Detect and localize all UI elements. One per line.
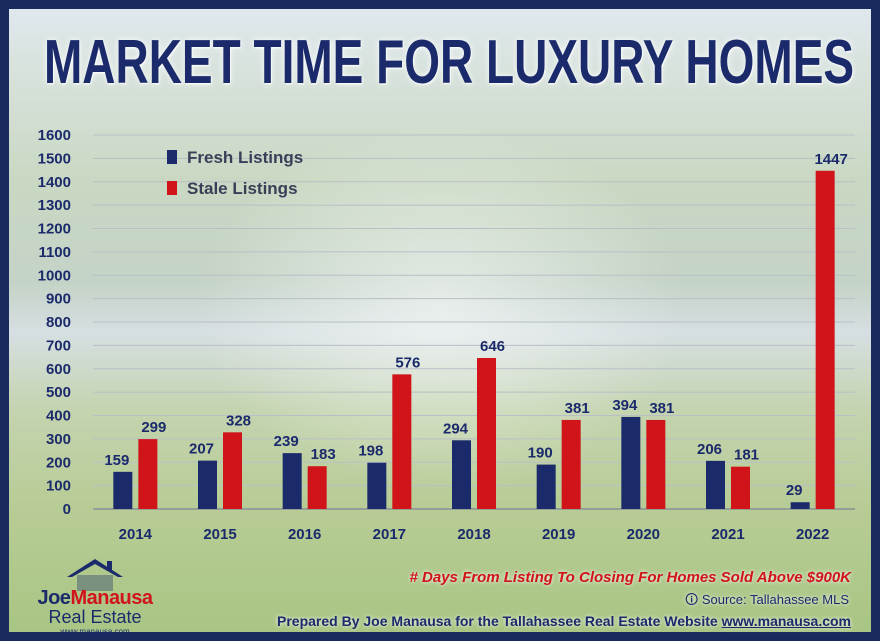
data-label: 381 <box>565 400 590 417</box>
x-tick-label: 2014 <box>119 526 153 543</box>
fresh-bar <box>452 440 471 509</box>
fresh-bar <box>367 462 387 509</box>
y-tick-label: 1300 <box>38 197 71 214</box>
x-tick-label: 2020 <box>627 526 660 543</box>
stale-bar <box>561 419 581 509</box>
x-tick-label: 2016 <box>288 526 321 543</box>
data-label: 294 <box>443 420 469 437</box>
data-label: 394 <box>612 397 638 414</box>
data-label: 190 <box>528 445 553 462</box>
fresh-bar <box>790 502 810 509</box>
company-logo: JoeManausa Real Estate www.manausa.com <box>25 557 165 636</box>
x-tick-label: 2017 <box>373 526 406 543</box>
y-tick-label: 600 <box>46 361 71 378</box>
data-label: 646 <box>480 338 505 355</box>
logo-name: JoeManausa <box>25 587 165 610</box>
legend-label: Stale Listings <box>187 179 298 198</box>
chart-caption: # Days From Listing To Closing For Homes… <box>409 569 851 586</box>
source-text: Source: Tallahassee MLS <box>701 592 849 607</box>
y-tick-label: 100 <box>46 478 71 495</box>
stale-bar <box>307 466 327 509</box>
data-label: 576 <box>395 354 420 371</box>
x-tick-label: 2018 <box>457 526 490 543</box>
data-label: 299 <box>141 419 166 436</box>
website-link[interactable]: www.manausa.com <box>721 613 851 629</box>
logo-subtitle: Real Estate <box>48 607 142 627</box>
y-tick-label: 900 <box>46 291 71 308</box>
x-tick-label: 2019 <box>542 526 575 543</box>
fresh-bar <box>706 460 725 509</box>
y-tick-label: 400 <box>46 408 71 425</box>
data-label: 29 <box>786 482 803 499</box>
stale-bar <box>223 432 242 509</box>
y-tick-label: 700 <box>46 337 71 354</box>
prepared-by: Prepared By Joe Manausa for the Tallahas… <box>277 613 851 629</box>
data-label: 381 <box>649 400 674 417</box>
data-label: 198 <box>358 443 383 460</box>
data-label: 1447 <box>814 151 847 168</box>
x-tick-label: 2015 <box>203 526 236 543</box>
fresh-bar <box>621 416 641 509</box>
chart-title: MARKET TIME FOR LUXURY HOMES <box>43 26 855 97</box>
x-tick-label: 2022 <box>796 526 829 543</box>
stale-bar <box>138 439 158 509</box>
prepared-text: Prepared By Joe Manausa for the Tallahas… <box>277 613 718 629</box>
stale-bar <box>646 419 666 509</box>
logo-last-name: Manausa <box>70 587 153 609</box>
y-tick-label: 1200 <box>38 221 71 238</box>
y-tick-label: 800 <box>46 314 71 331</box>
data-label: 183 <box>311 446 336 463</box>
y-tick-label: 200 <box>46 454 71 471</box>
y-tick-label: 0 <box>63 501 71 518</box>
fresh-bar <box>113 471 133 509</box>
fresh-bar <box>198 460 217 509</box>
y-tick-label: 1100 <box>38 244 71 261</box>
stale-bar <box>815 170 835 510</box>
stale-bar <box>731 466 750 509</box>
data-label: 239 <box>274 433 299 450</box>
source-note: 🛈 Source: Tallahassee MLS <box>685 591 849 613</box>
y-tick-label: 300 <box>46 431 71 448</box>
data-label: 159 <box>104 452 129 469</box>
y-tick-label: 1600 <box>38 127 71 144</box>
data-label: 206 <box>697 441 722 458</box>
data-label: 207 <box>189 441 214 458</box>
bar-chart: 0 100 200 300 400 500 600 700 800 900 1000 1100 1200… <box>38 127 855 543</box>
data-label: 181 <box>734 447 759 464</box>
y-tick-label: 500 <box>46 384 71 401</box>
logo-first-name: Joe <box>37 587 71 609</box>
stale-bar <box>477 357 496 509</box>
legend-swatch <box>167 181 177 195</box>
y-tick-label: 1500 <box>38 150 71 167</box>
logo-url: www.manausa.com <box>60 627 130 636</box>
y-tick-label: 1000 <box>38 267 71 284</box>
y-tick-label: 1400 <box>38 174 71 191</box>
legend-swatch <box>167 150 177 164</box>
house-icon <box>67 559 123 591</box>
info-icon: 🛈 <box>684 592 702 607</box>
data-label: 328 <box>226 412 251 429</box>
fresh-bar <box>282 453 302 509</box>
fresh-bar <box>536 464 556 509</box>
stale-bar <box>392 374 412 509</box>
legend-label: Fresh Listings <box>187 148 303 167</box>
x-tick-label: 2021 <box>711 526 744 543</box>
